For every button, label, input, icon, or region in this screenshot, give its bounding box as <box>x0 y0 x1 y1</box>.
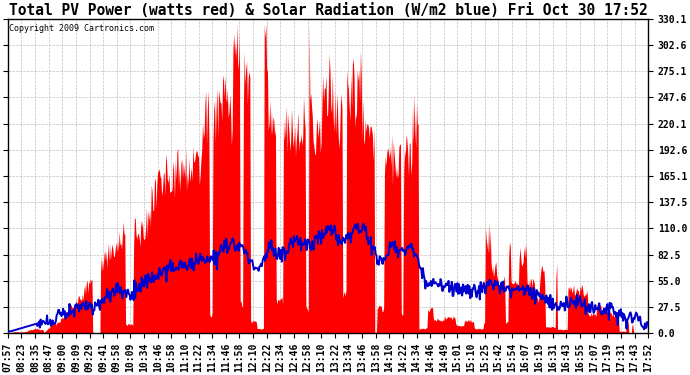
Title: Total PV Power (watts red) & Solar Radiation (W/m2 blue) Fri Oct 30 17:52: Total PV Power (watts red) & Solar Radia… <box>8 3 647 18</box>
Text: Copyright 2009 Cartronics.com: Copyright 2009 Cartronics.com <box>9 24 154 33</box>
